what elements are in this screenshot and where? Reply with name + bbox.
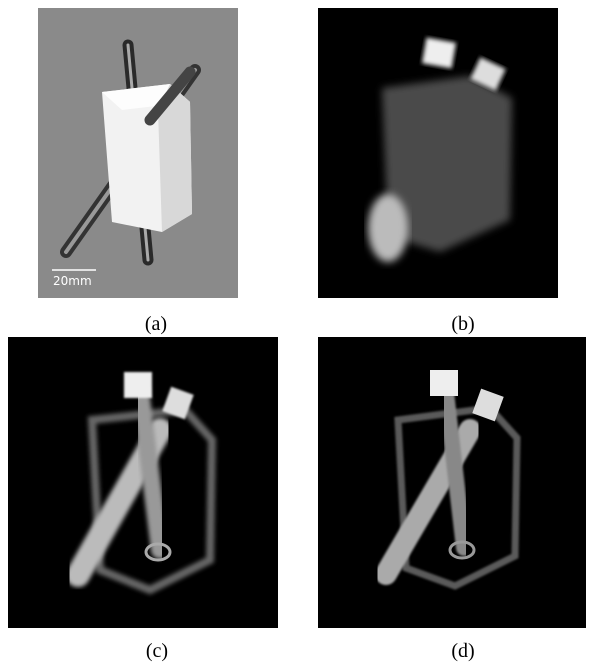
block-reconstruction bbox=[382, 76, 512, 252]
rod-reconstruction bbox=[131, 381, 169, 559]
reconstruction-panel bbox=[318, 8, 558, 298]
rod-end bbox=[124, 372, 152, 398]
rod-end bbox=[421, 37, 457, 69]
rod-reconstruction bbox=[368, 194, 408, 262]
rod-end bbox=[472, 388, 504, 422]
rod-end bbox=[162, 386, 194, 420]
rod-reconstruction bbox=[438, 384, 472, 556]
rod-end bbox=[430, 370, 458, 396]
rod-end-ring bbox=[144, 542, 172, 562]
panel-label: (d) bbox=[451, 640, 474, 662]
scale-bar-label: 20mm bbox=[53, 274, 92, 288]
panel-label: (a) bbox=[145, 313, 167, 335]
reconstruction-panel bbox=[318, 337, 586, 628]
rod-end bbox=[470, 57, 506, 91]
panel-label: (b) bbox=[451, 313, 474, 335]
foam-side bbox=[158, 84, 192, 232]
rod bbox=[144, 66, 196, 126]
rod-end-ring bbox=[448, 540, 476, 560]
photo-panel: 20mm bbox=[38, 8, 238, 298]
reconstruction-panel bbox=[8, 337, 278, 628]
panel-label: (c) bbox=[146, 640, 168, 662]
